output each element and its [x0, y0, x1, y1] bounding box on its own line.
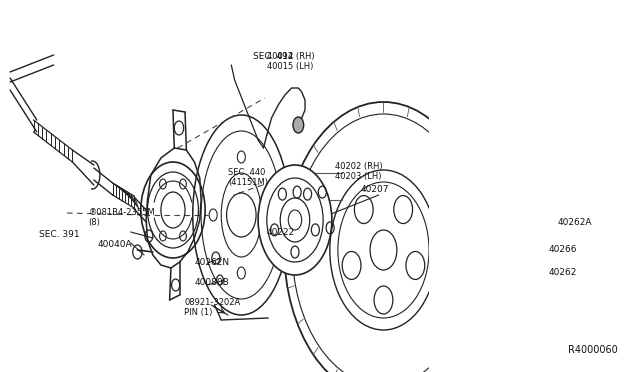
Circle shape	[330, 170, 437, 330]
Circle shape	[258, 165, 332, 275]
Circle shape	[303, 188, 312, 200]
Circle shape	[284, 102, 483, 372]
Text: 40266: 40266	[548, 245, 577, 254]
Text: 40080B: 40080B	[195, 278, 229, 287]
Text: 40040A: 40040A	[97, 240, 132, 249]
Text: 08921-3202A
PIN (1): 08921-3202A PIN (1)	[184, 298, 241, 317]
Text: 40262A: 40262A	[558, 218, 592, 227]
Text: SEC. 391: SEC. 391	[39, 230, 79, 239]
Text: R4000060: R4000060	[568, 345, 618, 355]
Circle shape	[311, 224, 319, 236]
Text: 40222: 40222	[267, 228, 295, 237]
Text: 40207: 40207	[361, 185, 389, 194]
Text: 40262N: 40262N	[195, 258, 230, 267]
Text: SEC. 492: SEC. 492	[253, 52, 294, 61]
Circle shape	[278, 188, 286, 200]
Text: SEC. 440
(41151M): SEC. 440 (41151M)	[228, 168, 268, 187]
Circle shape	[293, 117, 304, 133]
Text: 40202 (RH)
40203 (LH): 40202 (RH) 40203 (LH)	[335, 162, 383, 182]
Ellipse shape	[193, 115, 290, 315]
Circle shape	[271, 224, 278, 236]
Text: 40262: 40262	[548, 268, 577, 277]
Text: 40014 (RH)
40015 (LH): 40014 (RH) 40015 (LH)	[267, 52, 314, 71]
Text: ®081B4-2355M
(8): ®081B4-2355M (8)	[88, 208, 155, 227]
Circle shape	[291, 246, 299, 258]
